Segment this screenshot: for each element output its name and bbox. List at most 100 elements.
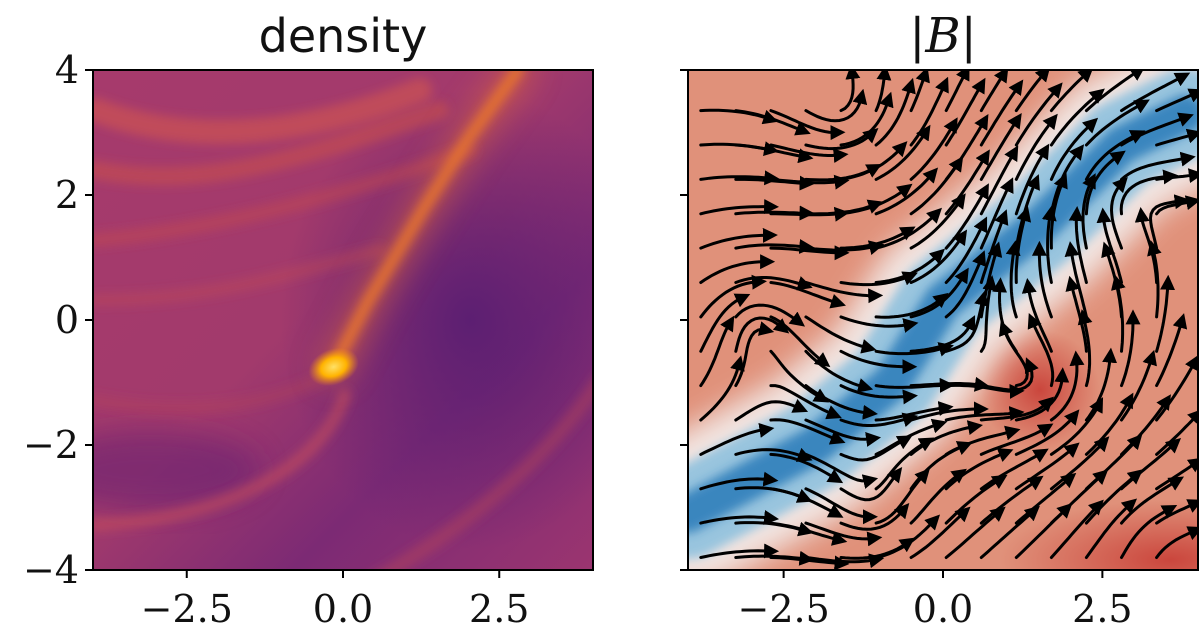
streamline — [1014, 472, 1077, 525]
density-heatmap — [93, 70, 593, 570]
density-x-tick-label: 0.0 — [313, 587, 373, 631]
streamline — [1049, 144, 1085, 216]
streamline — [839, 271, 918, 287]
streamline — [839, 384, 918, 405]
streamline — [1049, 499, 1104, 559]
magnetic-field-panel-title: |B| — [909, 8, 977, 64]
streamline — [944, 425, 1021, 456]
streamline — [1120, 394, 1171, 456]
streamline — [769, 555, 850, 570]
streamline — [979, 423, 1054, 456]
streamline — [874, 292, 949, 319]
magnetic-field-heatmap — [688, 70, 1198, 570]
streamline — [699, 510, 780, 525]
streamline — [734, 109, 811, 136]
streamline — [839, 91, 894, 147]
streamline — [769, 174, 850, 190]
streamline — [839, 466, 903, 502]
streamline — [699, 254, 776, 284]
streamline — [944, 474, 1008, 525]
streamline — [1014, 442, 1080, 491]
streamline — [979, 79, 1024, 147]
field-streamlines — [699, 70, 1198, 570]
streamline — [874, 124, 931, 181]
streamline — [1155, 88, 1198, 113]
streamline — [839, 502, 910, 531]
density-tail-filament — [316, 70, 535, 384]
streamline — [944, 149, 990, 216]
streamline — [1120, 504, 1178, 559]
streamline — [874, 248, 945, 284]
streamline — [804, 127, 879, 151]
streamline — [1049, 70, 1094, 113]
streamline — [699, 355, 745, 422]
streamline — [1084, 347, 1118, 422]
streamline — [1041, 205, 1057, 284]
streamline — [979, 112, 1022, 181]
streamline — [874, 401, 954, 422]
streamline — [1014, 206, 1032, 284]
magnetic-field-axis-ticks: −2.5 0.0 2.5 — [680, 69, 1133, 631]
streamline — [979, 70, 1009, 113]
density-x-tick-label: −2.5 — [141, 587, 233, 631]
streamline — [769, 315, 831, 368]
streamline — [804, 88, 868, 123]
streamline — [734, 276, 813, 291]
streamline — [804, 315, 877, 354]
streamline — [699, 471, 779, 491]
density-panel-title: density — [259, 9, 428, 63]
streamline — [804, 553, 885, 569]
streamline — [1155, 274, 1176, 353]
streamline — [769, 349, 830, 403]
streamline — [1014, 409, 1080, 456]
streamline — [944, 70, 970, 113]
streamline — [944, 114, 989, 181]
magnetic-field-x-tick-label: −2.5 — [737, 587, 829, 631]
streamline — [1014, 143, 1050, 216]
streamline — [1049, 350, 1085, 422]
streamline — [1148, 194, 1190, 250]
streamline — [874, 207, 943, 250]
streamline — [769, 384, 842, 420]
streamline — [734, 316, 790, 353]
streamline — [1084, 498, 1138, 559]
streamline — [1084, 150, 1126, 216]
streamline — [1120, 309, 1141, 388]
streamline — [734, 447, 813, 462]
streamline — [1068, 206, 1088, 284]
streamline — [1084, 130, 1146, 181]
streamline — [909, 267, 969, 319]
streamline — [1120, 349, 1157, 422]
streamline — [944, 506, 1006, 559]
streamline — [1155, 195, 1198, 216]
streamline — [1120, 72, 1191, 113]
streamline — [979, 209, 1009, 284]
streamline — [979, 275, 998, 353]
density-y-tick-label: −2 — [23, 423, 79, 467]
streamline — [804, 452, 879, 489]
streamline — [1120, 476, 1185, 525]
streamline — [874, 514, 941, 559]
streamline — [734, 239, 815, 254]
streamline — [909, 193, 966, 250]
streamline — [1014, 82, 1063, 147]
streamline — [1096, 207, 1123, 284]
streamline — [804, 487, 878, 525]
streamline — [909, 117, 958, 181]
streamline — [1155, 408, 1198, 456]
streamline — [699, 293, 751, 353]
streamline — [839, 226, 916, 250]
streamline — [839, 141, 908, 181]
magnetic-field-x-tick-label: 0.0 — [913, 587, 973, 631]
streamline — [804, 240, 885, 256]
density-y-tick-label: 0 — [55, 298, 79, 342]
streamline — [979, 241, 1003, 319]
streamline — [699, 315, 735, 388]
streamline — [1049, 436, 1110, 491]
streamline — [1065, 275, 1088, 353]
streamline — [1101, 241, 1123, 319]
streamline — [979, 177, 1014, 250]
density-y-tick-label: −4 — [23, 548, 79, 592]
streamline — [1077, 309, 1093, 388]
streamline — [1049, 117, 1099, 181]
